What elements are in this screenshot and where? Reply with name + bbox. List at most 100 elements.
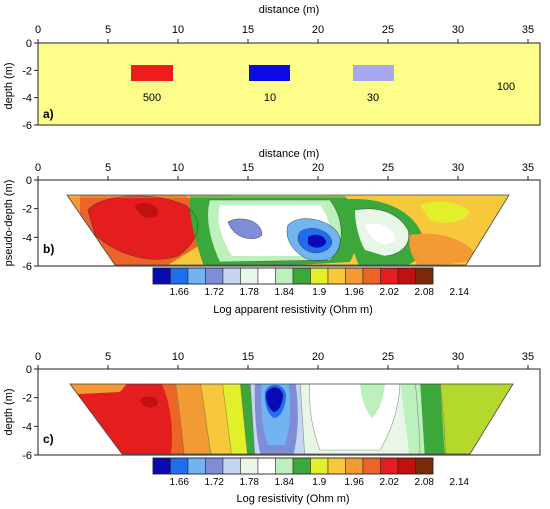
x-tick-label: 25: [382, 351, 394, 363]
colorbar-tick-label: 1.72: [205, 287, 225, 298]
colorbar-swatch: [292, 457, 311, 475]
x-tick-label: 10: [172, 162, 184, 174]
pseudo-contours: [87, 195, 410, 263]
y-tick-label: -6: [22, 450, 32, 462]
x-tick-label: 15: [242, 351, 254, 363]
panel-c: 0 5 10 15 20 25 30 35 0 -2 -4 -6 depth (m): [3, 351, 541, 505]
colorbar-swatch: [345, 267, 364, 285]
colorbar-swatch: [397, 457, 416, 475]
x-tick-label: 20: [312, 162, 324, 174]
panel-a-model-background: [37, 42, 541, 126]
colorbar-apparent-label: Log apparent resistivity (Ohm m): [213, 304, 373, 316]
colorbar-swatch: [240, 267, 259, 285]
colorbar-apparent: 1.66 1.72 1.78 1.84 1.9 1.96 2.02 2.08 2.14: [152, 267, 470, 298]
inv-green-spot: [360, 384, 385, 418]
colorbar-swatch: [327, 267, 346, 285]
colorbar-swatch: [205, 457, 224, 475]
x-tick-label: 20: [312, 24, 324, 36]
colorbar-tick-label: 1.96: [345, 287, 365, 298]
x-tick-label: 0: [35, 351, 41, 363]
pseudo-red-peak: [135, 203, 159, 218]
x-tick-label: 30: [452, 351, 464, 363]
block-10-label: 10: [264, 92, 276, 104]
colorbar-swatch: [275, 457, 294, 475]
panel-c-ylabel: depth (m): [3, 388, 15, 435]
colorbar-swatch: [205, 267, 224, 285]
colorbar-tick-label: 1.66: [170, 477, 190, 488]
y-tick-label: -6: [22, 261, 32, 273]
x-tick-label: 15: [242, 24, 254, 36]
colorbar-tick-label: 2.02: [380, 477, 400, 488]
y-tick-label: 0: [26, 38, 32, 50]
colorbar-tick-label: 2.08: [415, 477, 435, 488]
pseudo-blue-core: [308, 234, 326, 248]
colorbar-swatch: [152, 267, 171, 285]
colorbar-tick-label: 2.14: [450, 287, 470, 298]
x-tick-label: 10: [172, 24, 184, 36]
inverted-outline: [69, 383, 514, 455]
colorbar-tick-label: 1.78: [240, 287, 260, 298]
colorbar-tick-label: 1.84: [275, 477, 295, 488]
colorbar-swatch: [415, 267, 434, 285]
panel-a-xlabel: distance (m): [259, 4, 320, 16]
colorbar-frame: [152, 267, 434, 285]
colorbar-swatch: [380, 267, 399, 285]
y-tick-label: -4: [22, 93, 32, 105]
colorbar-tick-label: 2.14: [450, 477, 470, 488]
x-tick-label: 25: [382, 162, 394, 174]
colorbar-swatch: [152, 457, 171, 475]
colorbar-tick-label: 1.72: [205, 477, 225, 488]
panel-b-label: b): [43, 242, 54, 256]
block-30-label: 30: [367, 92, 379, 104]
colorbar-swatch: [362, 267, 381, 285]
colorbar-swatch: [170, 267, 189, 285]
x-tick-label: 15: [242, 162, 254, 174]
x-tick-label: 0: [35, 162, 41, 174]
inv-blue-core: [266, 387, 283, 412]
y-tick-label: -4: [22, 421, 32, 433]
colorbar-tick-label: 2.02: [380, 287, 400, 298]
colorbar-swatch: [222, 457, 241, 475]
pseudosection: [67, 195, 509, 265]
colorbar-swatch: [327, 457, 346, 475]
y-tick-label: 0: [26, 364, 32, 376]
colorbar-swatch: [415, 457, 434, 475]
panel-b-xlabel: distance (m): [259, 148, 320, 160]
y-tick-label: -2: [22, 393, 32, 405]
background-label: 100: [497, 81, 515, 93]
colorbar-swatch: [240, 457, 259, 475]
panel-a: distance (m) 0 5 10 15 20 25 30 35 0 -2 -4 -6 dept…: [3, 4, 541, 132]
inverted-section: [70, 384, 513, 454]
block-10: [249, 65, 290, 81]
y-tick-label: -2: [22, 204, 32, 216]
panel-a-ylabel: depth (m): [3, 62, 15, 109]
block-30: [353, 65, 394, 81]
colorbar-tick-label: 1.9: [312, 477, 326, 488]
x-tick-label: 0: [35, 24, 41, 36]
pseudo-orange-right: [409, 233, 480, 265]
colorbar-swatch: [187, 457, 206, 475]
colorbar-swatch: [380, 457, 399, 475]
colorbar-swatch: [397, 267, 416, 285]
y-tick-label: -4: [22, 232, 32, 244]
colorbar-resistivity-label: Log resistivity (Ohm m): [236, 493, 349, 505]
panel-b: distance (m) 0 5 10 15 20 25 30 35 0 -2 -4 -6 pseu…: [3, 148, 541, 316]
panel-b-ylabel: pseudo-depth (m): [3, 180, 15, 267]
pseudosection-outline: [66, 194, 510, 266]
colorbar-swatch: [310, 457, 329, 475]
colorbar-swatch: [292, 267, 311, 285]
colorbar-swatch: [275, 267, 294, 285]
y-tick-label: -2: [22, 65, 32, 77]
panel-a-label: a): [43, 107, 54, 121]
colorbar-swatch: [222, 267, 241, 285]
inv-lightgreen-right: [400, 384, 425, 454]
colorbar-resistivity: 1.66 1.72 1.78 1.84 1.9 1.96 2.02 2.08 2.14: [152, 457, 470, 488]
x-tick-label: 5: [105, 24, 111, 36]
pseudo-white-right: [365, 223, 395, 244]
colorbar-tick-label: 1.66: [170, 287, 190, 298]
colorbar-swatch: [257, 457, 276, 475]
pseudo-yellow-right: [420, 201, 470, 223]
colorbar-swatch: [170, 457, 189, 475]
y-tick-label: -6: [22, 120, 32, 132]
